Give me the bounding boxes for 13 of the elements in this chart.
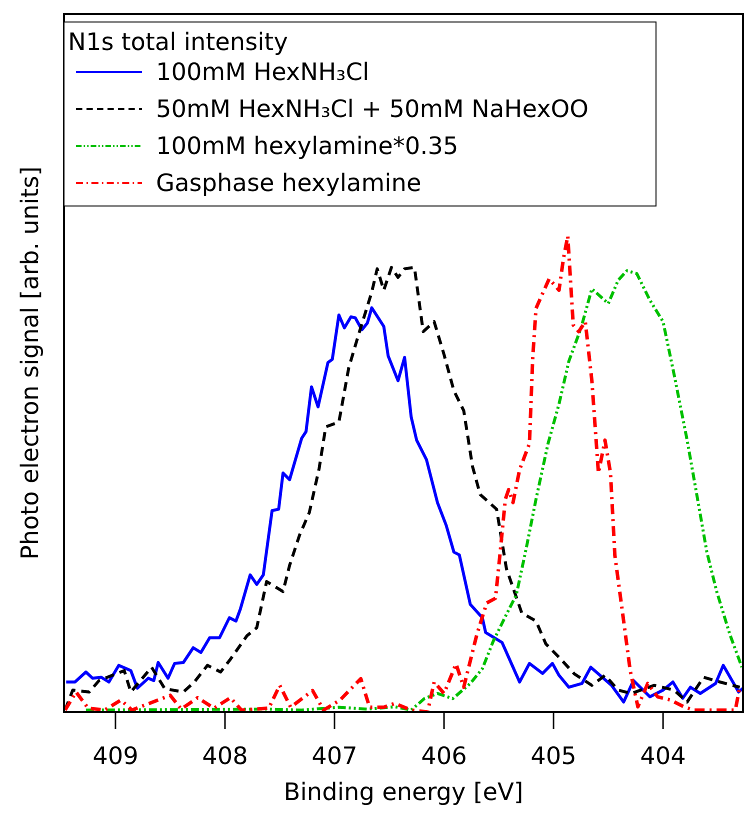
y-axis-title: Photo electron signal [arb. units] — [16, 166, 44, 560]
legend-label: 100mM HexNH₃Cl — [156, 58, 370, 86]
x-tick-label: 405 — [530, 742, 576, 770]
x-tick-label: 404 — [640, 742, 686, 770]
legend-label: 100mM hexylamine*0.35 — [156, 132, 458, 160]
x-tick-label: 409 — [92, 742, 138, 770]
x-tick-label: 407 — [312, 742, 358, 770]
legend-title: N1s total intensity — [68, 28, 288, 56]
x-tick-label: 406 — [421, 742, 467, 770]
x-tick-label: 408 — [202, 742, 248, 770]
legend-label: Gasphase hexylamine — [156, 169, 422, 197]
x-axis-title: Binding energy [eV] — [284, 778, 524, 806]
legend-label: 50mM HexNH₃Cl + 50mM NaHexOO — [156, 95, 589, 123]
